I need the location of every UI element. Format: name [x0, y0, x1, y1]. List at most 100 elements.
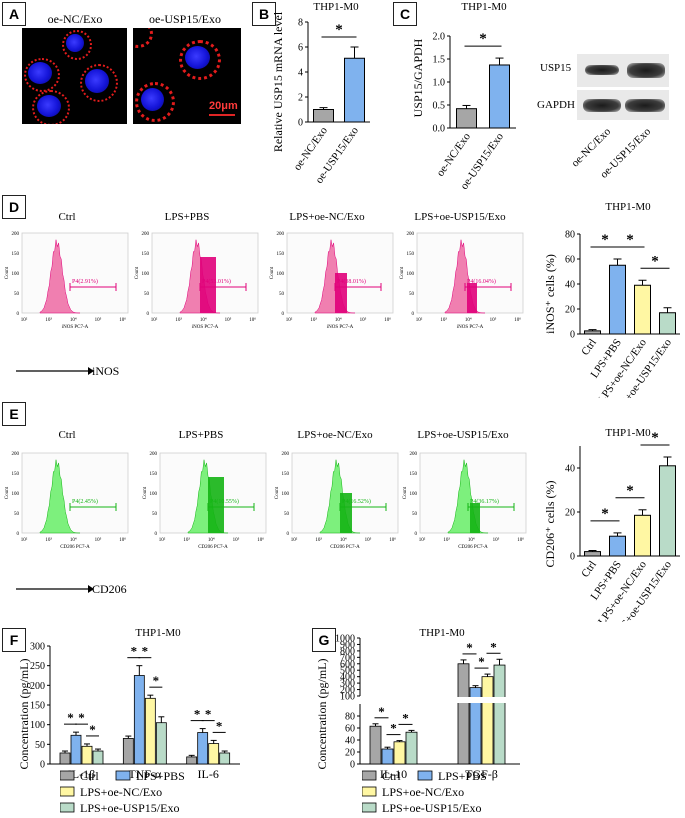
- flowE-ytick-3-2: 100: [410, 492, 418, 497]
- panel-label-d: D: [2, 195, 26, 219]
- flowE-xaxis-label-2: CD206 PC7-A: [330, 545, 360, 550]
- flowD-xtick-0-1: 10³: [45, 317, 52, 323]
- micro-title-usp15: oe-USP15/Exo: [149, 12, 221, 26]
- chartF-sigstar-2-1: *: [205, 707, 212, 722]
- chartC-ytick-label-0: 0.0: [433, 124, 446, 135]
- flowD-xtick-2-0: 10²: [286, 317, 293, 323]
- flowE-xtick-0-4: 10⁶: [119, 537, 126, 543]
- flowE-xaxis-label-3: CD206 PC7-A: [458, 545, 488, 550]
- flowD-yaxis-label-1: Count: [135, 266, 140, 279]
- flowE-gate-label-2: P4(16.52%): [342, 498, 371, 505]
- chartE-sigstar-2: *: [651, 430, 659, 446]
- flow-d-title-pbs: LPS+PBS: [164, 211, 210, 223]
- flowE-ytick-3-4: 200: [410, 452, 418, 457]
- flowD-ytick-2-3: 150: [277, 252, 285, 257]
- flowE-ytick-1-4: 200: [150, 452, 158, 457]
- flow-d-arrow: [16, 367, 94, 375]
- flowD-ytick-3-1: 50: [409, 292, 415, 297]
- panel-label-c: C: [393, 2, 417, 26]
- flowD-ytick-1-4: 200: [142, 232, 150, 237]
- chartF-xlabel-1: TNF-α: [128, 767, 162, 781]
- panel-label-a: A: [2, 2, 26, 26]
- chartG-ytick-label-6: 200: [340, 685, 355, 696]
- chartF-ytick-label-4: 200: [30, 681, 45, 692]
- chartD-ytick-label-0: 0: [570, 330, 575, 341]
- legend-f-label-nc: LPS+oe-NC/Exo: [80, 785, 162, 799]
- panel-label-e: E: [2, 402, 26, 426]
- flowE-ytick-1-2: 100: [150, 492, 158, 497]
- chartB-ytick-label-4: 8: [298, 18, 303, 29]
- legend-g-swatch-ctrl: [362, 770, 377, 781]
- flowE-ytick-0-2: 100: [12, 492, 20, 497]
- legend-g-label-pbs: LPS+PBS: [438, 770, 487, 783]
- flowE-gate-label-1: P4(10.55%): [210, 498, 239, 505]
- chartG-ytick-label-8: 400: [340, 672, 355, 683]
- flowE-ytick-1-3: 150: [150, 472, 158, 477]
- chartG-ytick-label-12: 800: [340, 646, 355, 657]
- chartF-bar-1-2: [144, 697, 156, 765]
- flowE-xtick-2-1: 10³: [315, 537, 322, 543]
- legend-f-swatch-pbs: [115, 770, 131, 781]
- flowD-plot-1: P4(53.01%) 0 50 100 150 200 10² 10³ 10⁴ 10⁵ 10⁶ iNO…: [135, 232, 259, 330]
- chartF-bar-0-1: [70, 734, 82, 765]
- chartB-ytick-label-0: 0: [298, 118, 303, 129]
- flowE-ytick-2-4: 200: [282, 452, 290, 457]
- flowE-plot-3: P4(36.17%) 0 50 100 150 200 10² 10³ 10⁴ 10⁵ 10⁶ CD2…: [403, 452, 527, 550]
- chart-e-title: THP1-M0: [605, 427, 651, 439]
- chartD-bar-3: [659, 312, 676, 335]
- legend-g-swatch-usp15: [362, 802, 377, 813]
- flowE-gate-fill-3: [470, 503, 480, 533]
- chartD-bar-2: [634, 284, 651, 335]
- flowD-gate-label-2: P4(38.01%): [337, 278, 366, 285]
- chartD-ytick-label-1: 20: [565, 305, 575, 316]
- flowE-xtick-3-0: 10²: [419, 537, 426, 543]
- flowE-xtick-3-1: 10³: [443, 537, 450, 543]
- flow-e-title-usp15: LPS+oe-USP15/Exo: [417, 429, 509, 441]
- chartG-ytick-label-11: 700: [340, 653, 355, 664]
- chartB-bar-0: [313, 109, 334, 123]
- flowE-yaxis-label-3: Count: [403, 486, 408, 499]
- flow-d-title-usp15: LPS+oe-USP15/Exo: [414, 211, 506, 223]
- chartF-sigstar-0-1: *: [78, 710, 85, 725]
- chartF-sigstar-2-2: *: [216, 718, 223, 733]
- chartE-xlabel-0: Ctrl: [579, 559, 599, 580]
- flowE-ytick-1-1: 50: [152, 512, 158, 517]
- flowD-gate-fill-1: [200, 257, 216, 313]
- flowD-ytick-3-3: 150: [407, 252, 415, 257]
- flowD-xtick-2-3: 10⁵: [360, 317, 367, 323]
- chartE-ytick-label-2: 40: [565, 464, 575, 475]
- flowD-xtick-3-1: 10³: [440, 317, 447, 323]
- flowD-ytick-2-0: 0: [282, 312, 285, 317]
- flowD-yaxis-label-0: Count: [5, 266, 10, 279]
- flowD-ytick-3-0: 0: [412, 312, 415, 317]
- micrograph-usp15: 20μm: [133, 28, 241, 124]
- flowD-xaxis-label-2: iNOS PC7-A: [327, 325, 354, 330]
- chartD-bar-0: [584, 330, 601, 335]
- legend-f-label-usp15: LPS+oe-USP15/Exo: [80, 801, 179, 815]
- chart-c-ylabel: USP15/GAPDH: [411, 38, 425, 117]
- flow-e-title-pbs: LPS+PBS: [178, 429, 224, 441]
- band-gapdh-nc: [583, 99, 621, 112]
- chartG-ytick-label-0: 0: [350, 760, 355, 771]
- chartE-sigstar-0: *: [601, 506, 609, 522]
- flowD-xtick-1-2: 10⁴: [200, 317, 207, 323]
- chartG-sigstar-0-1: *: [390, 721, 397, 736]
- flow-e-marker-label: CD206: [92, 582, 127, 596]
- blot-gapdh: [577, 90, 669, 120]
- flowE-yaxis-label-0: Count: [5, 486, 10, 499]
- flowD-xtick-1-0: 10²: [151, 317, 158, 323]
- scale-label: 20μm: [209, 100, 238, 112]
- legend-f-label-pbs: LPS+PBS: [136, 770, 185, 783]
- flowE-yaxis-label-1: Count: [143, 486, 148, 499]
- flowD-xtick-1-4: 10⁶: [249, 317, 256, 323]
- chartG-bar-1-0: [457, 663, 470, 765]
- chartD-ytick-label-4: 80: [565, 230, 575, 241]
- flowD-xtick-0-4: 10⁶: [119, 317, 126, 323]
- chartF-sigstar-1-2: *: [153, 673, 160, 688]
- chartF-ytick-label-0: 0: [40, 760, 45, 771]
- flowE-yaxis-label-2: Count: [275, 486, 280, 499]
- flowE-xtick-1-3: 10⁵: [233, 537, 240, 543]
- flowD-xaxis-label-3: iNOS PC7-A: [457, 325, 484, 330]
- chart-c: THP1-M0 USP15/GAPDH 0.00.51.01.52.0oe-NC…: [411, 1, 516, 190]
- chartF-bar-2-2: [208, 743, 220, 765]
